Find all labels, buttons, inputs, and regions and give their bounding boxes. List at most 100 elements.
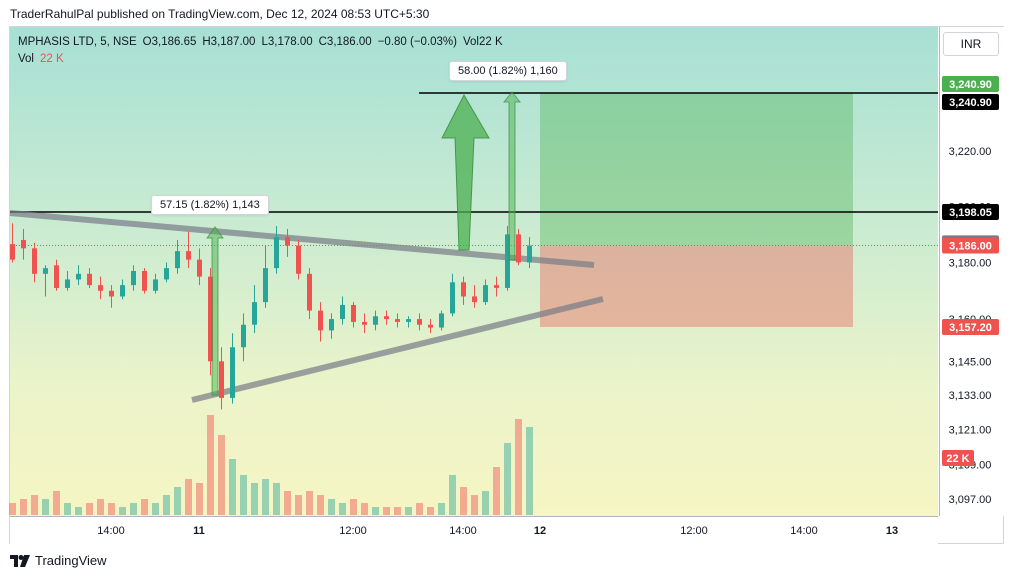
footer-brand[interactable]: TradingView — [10, 553, 107, 568]
currency-button[interactable]: INR — [943, 32, 999, 56]
time-tick-label: 14:00 — [790, 525, 818, 537]
candle-body — [527, 245, 532, 263]
volume-bar — [185, 479, 192, 515]
candle-body — [472, 296, 477, 303]
volume-bar — [328, 499, 335, 515]
legend-symbol: MPHASIS LTD, 5, NSE — [18, 36, 137, 48]
volume-tag-label: 22 K — [946, 453, 969, 465]
candle-body — [186, 251, 191, 260]
symbol-legend: MPHASIS LTD, 5, NSE O3,186.65 H3,187.00 L3,… — [18, 34, 509, 68]
candle-body — [252, 302, 257, 325]
candle-body — [43, 268, 48, 274]
candle-body — [131, 270, 136, 286]
time-tick-label: 12:00 — [680, 525, 708, 537]
volume-bar — [515, 419, 522, 515]
lower-trendline — [191, 296, 604, 403]
price-tick-label: 3,121.00 — [949, 425, 992, 437]
candle-body — [384, 316, 389, 320]
candle-body — [395, 319, 400, 322]
time-tick-label: 14:00 — [97, 525, 125, 537]
time-axis-ticks: 14:00 11 12:00 14:00 12 12:00 14:00 13 — [97, 525, 898, 537]
volume-bar — [262, 479, 269, 515]
volume-bar — [218, 435, 225, 515]
candle-body — [373, 316, 378, 325]
volume-bar — [229, 459, 236, 515]
volume-bar — [163, 495, 170, 515]
volume-bar — [504, 443, 511, 515]
time-tick-label: 11 — [193, 525, 205, 537]
time-tick-label: 13 — [886, 525, 898, 537]
price-tag-label: 3,240.90 — [949, 97, 992, 109]
volume-bar — [526, 427, 533, 515]
candle-body — [175, 251, 180, 269]
candle-body — [197, 259, 202, 277]
legend-open: O3,186.65 — [142, 36, 197, 48]
volume-bar — [119, 507, 126, 515]
candle-body — [87, 273, 92, 286]
price-tick-label: 3,133.00 — [949, 390, 992, 402]
volume-bar — [394, 507, 401, 515]
volume-bar — [20, 499, 27, 515]
candles — [10, 223, 532, 410]
candle-body — [219, 361, 224, 398]
volume-bar — [174, 487, 181, 515]
volume-bar — [306, 491, 313, 515]
candle-body — [10, 244, 15, 260]
price-tag — [942, 237, 999, 254]
time-axis[interactable] — [10, 516, 938, 544]
volume-bar — [449, 475, 456, 515]
price-tick-label: 3,097.00 — [949, 494, 992, 506]
big-up-arrow — [441, 93, 490, 251]
volume-bar — [383, 507, 390, 515]
candle-body — [153, 279, 158, 291]
volume-bar — [416, 503, 423, 515]
volume-bar — [427, 507, 434, 515]
volume-tag — [942, 450, 974, 466]
volume-bar — [273, 483, 280, 515]
price-tag — [942, 76, 999, 92]
candle-body — [516, 234, 521, 263]
candle-body — [76, 273, 81, 280]
volume-bar — [361, 503, 368, 515]
candle-body — [65, 279, 70, 288]
volume-bar — [372, 507, 379, 515]
candle-body — [483, 285, 488, 303]
volume-bar — [438, 503, 445, 515]
volume-bar — [108, 503, 115, 515]
candle-body — [109, 290, 114, 297]
volume-bar — [240, 475, 247, 515]
candle-body — [505, 234, 510, 288]
volume-bar — [130, 503, 137, 515]
candle-body — [307, 273, 312, 311]
volume-bars — [9, 415, 533, 515]
candle-body — [318, 310, 323, 331]
price-tick-label: 3,145.00 — [949, 356, 992, 368]
time-tick-label: 14:00 — [449, 525, 477, 537]
candle-body — [208, 276, 213, 362]
volume-bar — [317, 495, 324, 515]
volume-bar — [207, 415, 214, 515]
volume-bar — [493, 467, 500, 515]
price-tag — [942, 319, 999, 335]
legend-vol-value: 22 K — [40, 53, 64, 65]
candle-body — [274, 237, 279, 269]
volume-bar — [350, 499, 357, 515]
legend-close: C3,186.00 — [318, 36, 372, 48]
volume-bar — [75, 507, 82, 515]
candle-body — [241, 324, 246, 348]
risk-reward-zone — [540, 93, 853, 327]
candle-body — [494, 285, 499, 288]
candle-body — [428, 324, 433, 328]
measure-callout-mid: 57.15 (1.82%) 1,143 — [151, 195, 269, 215]
volume-bar — [31, 495, 38, 515]
price-tag-label: 3,186.00 — [949, 241, 992, 253]
candle-body — [351, 304, 356, 322]
candle-body — [362, 321, 367, 325]
volume-bar — [53, 491, 60, 515]
volume-bar — [9, 503, 16, 515]
price-tag-label: 3,198.05 — [949, 207, 992, 219]
volume-bar — [152, 503, 159, 515]
volume-bar — [471, 495, 478, 515]
candle-body — [461, 282, 466, 297]
